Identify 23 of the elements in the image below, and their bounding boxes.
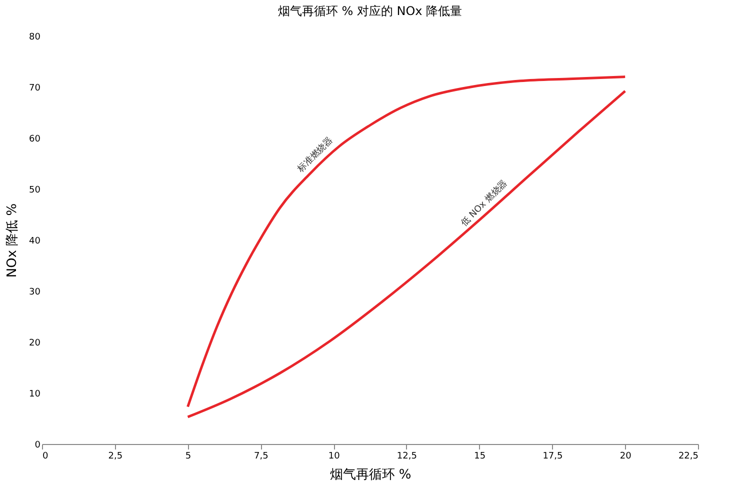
annotation: 标准燃烧器 (294, 134, 335, 176)
x-tick-label: 17,5 (542, 452, 563, 462)
y-tick-label: 60 (29, 134, 41, 144)
y-tick-label: 10 (29, 390, 41, 400)
x-tick-label: 2,5 (108, 452, 123, 462)
y-tick-label: 30 (29, 288, 41, 298)
x-tick-label: 7,5 (254, 452, 268, 462)
x-tick-label: 15 (474, 452, 486, 462)
y-axis-title: NOx 降低 % (5, 203, 20, 278)
x-tick-label: 5 (185, 452, 192, 462)
x-tick-label: 22,5 (678, 452, 698, 462)
y-tick-label: 50 (29, 186, 41, 196)
x-axis-title: 烟气再循环 % (330, 468, 412, 482)
y-tick-label: 70 (29, 84, 41, 94)
y-tick-label: 80 (29, 32, 41, 42)
y-tick-label: 20 (29, 338, 41, 348)
y-tick-label: 40 (29, 236, 41, 246)
x-tick-label: 0 (42, 452, 48, 462)
chart-title: 烟气再循环 % 对应的 NOx 降低量 (278, 4, 462, 18)
y-tick-label: 0 (34, 440, 41, 450)
x-tick-label: 10 (328, 452, 340, 462)
x-tick-label: 20 (620, 452, 632, 462)
x-tick-label: 12,5 (396, 452, 417, 462)
